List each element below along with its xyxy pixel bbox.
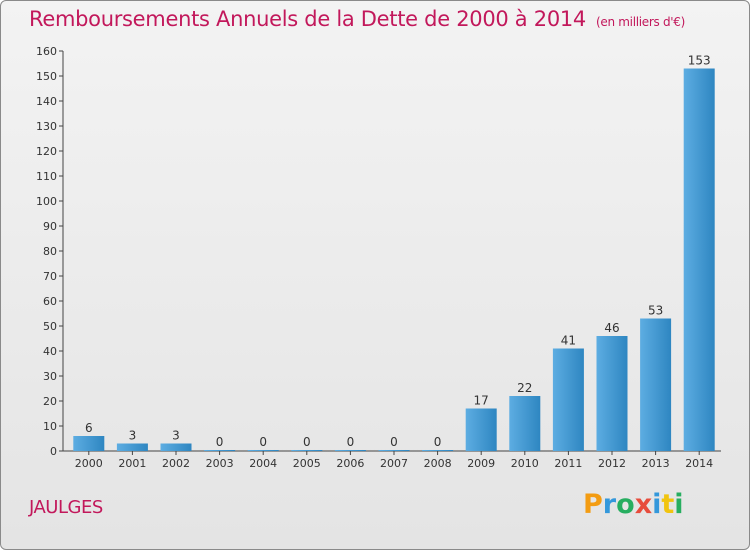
chart-title: Remboursements Annuels de la Dette de 20…	[29, 7, 685, 31]
bar-2000	[73, 436, 105, 451]
bar-value-label: 41	[561, 334, 576, 348]
bar-value-label: 0	[303, 435, 311, 449]
subtitle-text: (en milliers d'€)	[596, 15, 686, 29]
x-tick-label: 2003	[206, 457, 234, 470]
commune-name: JAULGES	[29, 497, 103, 518]
y-tick-label: 70	[43, 270, 57, 283]
bar-value-label: 0	[347, 435, 355, 449]
y-tick-label: 90	[43, 220, 57, 233]
y-tick-label: 0	[50, 445, 57, 458]
bar-value-label: 6	[85, 421, 93, 435]
bar-value-label: 0	[434, 435, 442, 449]
x-tick-label: 2014	[685, 457, 713, 470]
bar-2005	[291, 450, 323, 451]
y-tick-label: 130	[36, 120, 57, 133]
proxiti-logo[interactable]: Proxiti	[583, 489, 684, 520]
y-tick-label: 150	[36, 70, 57, 83]
bar-2004	[247, 450, 279, 451]
x-tick-label: 2005	[293, 457, 321, 470]
y-tick-label: 110	[36, 170, 57, 183]
x-tick-label: 2007	[380, 457, 408, 470]
x-tick-label: 2009	[467, 457, 495, 470]
bar-2008	[422, 450, 454, 451]
y-tick-label: 20	[43, 395, 57, 408]
y-tick-label: 40	[43, 345, 57, 358]
title-text: Remboursements Annuels de la Dette de 20…	[29, 7, 586, 31]
x-tick-label: 2006	[336, 457, 364, 470]
y-tick-label: 80	[43, 245, 57, 258]
bar-2013	[640, 318, 672, 451]
bar-value-label: 3	[172, 429, 180, 443]
bar-2010	[509, 396, 541, 451]
bar-2007	[378, 450, 410, 451]
bar-2006	[334, 450, 366, 451]
bar-value-label: 0	[390, 435, 398, 449]
bar-value-label: 0	[259, 435, 267, 449]
bar-2012	[596, 336, 628, 451]
bar-value-label: 46	[604, 321, 619, 335]
bar-value-label: 53	[648, 304, 663, 318]
bar-2014	[683, 68, 715, 451]
x-tick-label: 2002	[162, 457, 190, 470]
x-tick-label: 2000	[75, 457, 103, 470]
x-tick-label: 2004	[249, 457, 277, 470]
x-tick-label: 2012	[598, 457, 626, 470]
bar-2002	[160, 443, 192, 451]
bar-2011	[552, 348, 584, 451]
y-tick-label: 60	[43, 295, 57, 308]
bar-value-label: 0	[216, 435, 224, 449]
y-tick-label: 160	[36, 45, 57, 58]
y-tick-label: 140	[36, 95, 57, 108]
x-tick-label: 2010	[511, 457, 539, 470]
y-axis: 0 10 20 30 40 50 60 70 80 90 100 110 120 130 140 150 160	[36, 45, 64, 458]
y-tick-label: 100	[36, 195, 57, 208]
bar-value-label: 3	[129, 429, 137, 443]
y-tick-label: 10	[43, 420, 57, 433]
y-tick-label: 120	[36, 145, 57, 158]
bar-value-label: 153	[688, 54, 711, 68]
x-axis: 2000 2001 2002 2003 2004 2005 2006 2007 2008 2009…	[63, 450, 721, 470]
bar-value-label: 17	[474, 394, 489, 408]
x-tick-label: 2011	[554, 457, 582, 470]
x-tick-label: 2001	[118, 457, 146, 470]
bars-group: 6 3 3 0 0 0 0 0 0 17 22 41 46 53 153	[73, 54, 715, 451]
x-tick-label: 2008	[424, 457, 452, 470]
bar-2003	[204, 450, 236, 451]
bar-2001	[116, 443, 148, 451]
bar-2009	[465, 408, 497, 451]
y-tick-label: 30	[43, 370, 57, 383]
y-tick-label: 50	[43, 320, 57, 333]
bar-value-label: 22	[517, 381, 532, 395]
x-tick-label: 2013	[642, 457, 670, 470]
